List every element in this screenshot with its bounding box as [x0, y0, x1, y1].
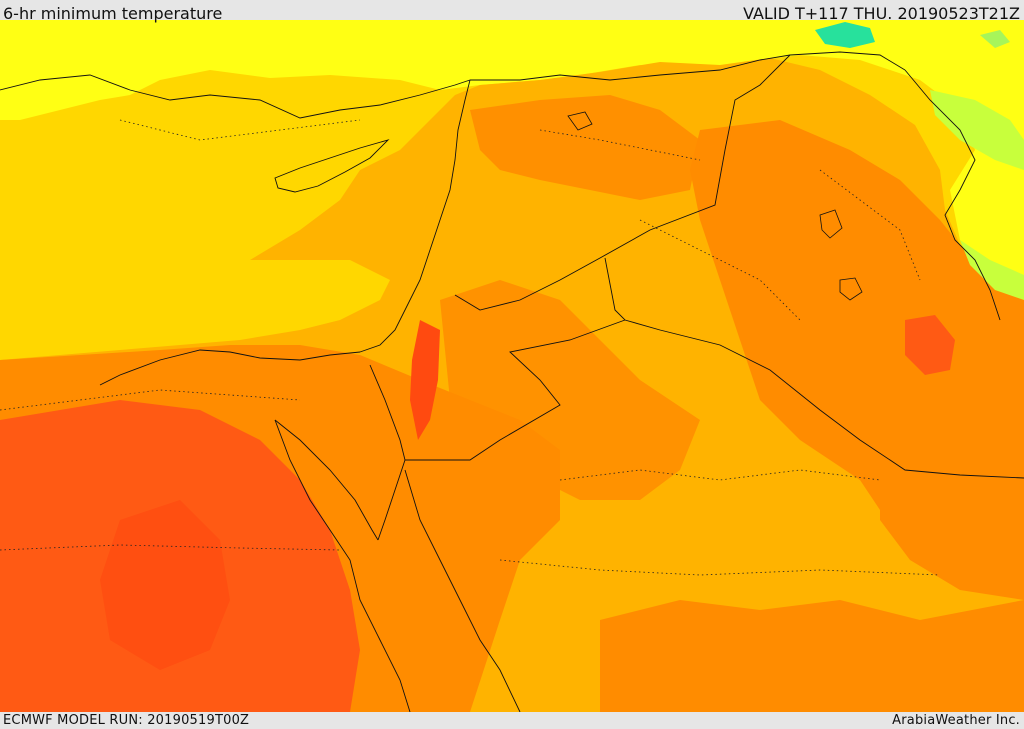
- hot-zone-jordan-valley: [410, 320, 440, 440]
- lake-tharthar: [819, 209, 843, 239]
- map-title: 6-hr minimum temperature: [3, 4, 223, 23]
- credit-label: ArabiaWeather Inc.: [892, 713, 1020, 728]
- country-borders: [0, 51, 1024, 712]
- map-header: 6-hr minimum temperature VALID T+117 THU…: [0, 0, 1024, 23]
- lake-habbaniyah: [839, 277, 863, 301]
- model-run-label: ECMWF MODEL RUN: 20190519T00Z: [3, 713, 250, 728]
- temperature-map: [0, 20, 1024, 712]
- green-patch-gulf: [960, 240, 1024, 300]
- orange-zone-south: [600, 600, 1024, 712]
- lake-assad: [567, 111, 593, 131]
- map-footer: ECMWF MODEL RUN: 20190519T00Z ArabiaWeat…: [0, 712, 1024, 729]
- hot-zone-iraq: [905, 315, 955, 375]
- hot-zone-nile: [100, 500, 230, 670]
- map-canvas: [0, 20, 1024, 712]
- admin-borders: [0, 119, 941, 576]
- cyan-patch: [815, 22, 875, 48]
- cool-yellow-zone: [0, 20, 1024, 300]
- orange-zone-gulf: [880, 440, 1024, 600]
- green-patch-ne: [980, 30, 1010, 48]
- green-patch-east: [930, 90, 1024, 170]
- valid-time: VALID T+117 THU. 20190523T21Z: [743, 4, 1020, 23]
- orange-zone-syria: [470, 95, 700, 200]
- orange-zone-jordan: [440, 280, 700, 500]
- cyprus-area: [275, 140, 390, 192]
